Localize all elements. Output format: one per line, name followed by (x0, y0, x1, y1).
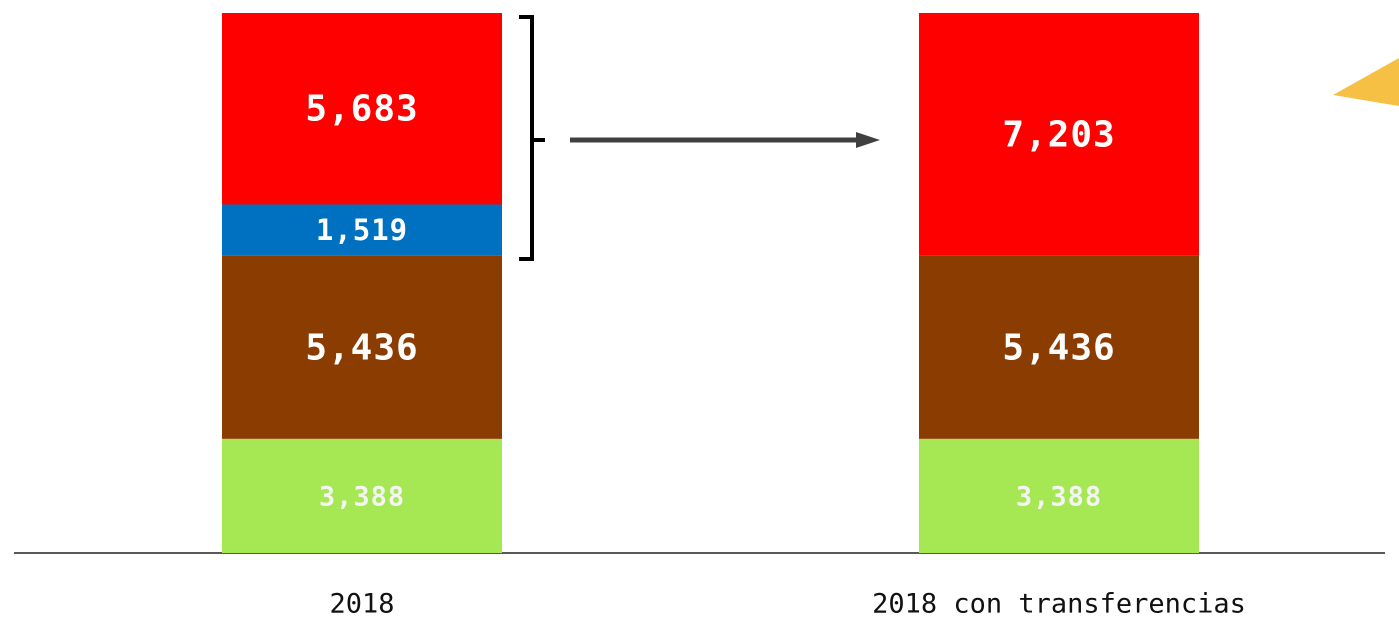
bar-segment (222, 438, 502, 553)
bracket (519, 15, 545, 261)
x-tick-label: 2018 con transferencias (872, 589, 1246, 619)
value-label: 1,519 (316, 213, 408, 247)
value-label: 3,388 (1016, 481, 1102, 512)
bar-segment (222, 204, 502, 256)
value-label: 5,436 (1002, 327, 1115, 368)
decoration-triangle (1333, 58, 1399, 106)
arrow-head (856, 132, 880, 148)
value-label: 5,436 (305, 327, 418, 368)
bar-segment (919, 255, 1199, 439)
bar-segment (222, 13, 502, 205)
value-label: 5,683 (305, 89, 418, 130)
bar-segment (919, 12, 1199, 256)
value-label: 7,203 (1002, 114, 1115, 155)
bar-segment (919, 438, 1199, 553)
x-tick-label: 2018 (329, 589, 394, 619)
bar-segment (222, 255, 502, 439)
value-label: 3,388 (319, 481, 405, 512)
